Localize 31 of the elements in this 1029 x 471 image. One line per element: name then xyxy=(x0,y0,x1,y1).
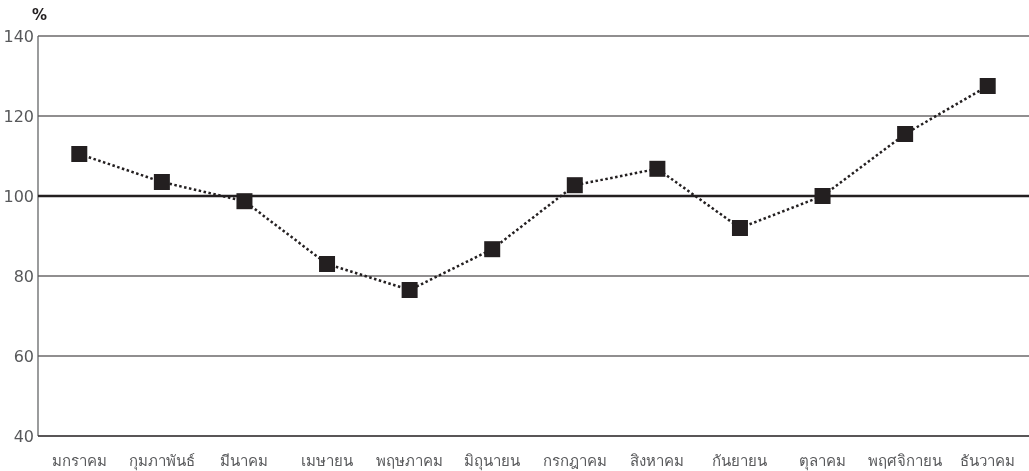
point xyxy=(731,220,748,236)
point xyxy=(484,241,501,258)
point xyxy=(153,174,170,190)
point xyxy=(401,282,418,298)
x-tick-label: ธันวาคม xyxy=(960,452,1016,470)
x-tick-label: กรกฎาคม xyxy=(542,452,607,470)
y-tick-label: 100 xyxy=(3,187,34,206)
point xyxy=(649,160,666,177)
point xyxy=(566,177,583,194)
y-tick-label: 60 xyxy=(13,347,34,366)
x-tick-label: ตุลาคม xyxy=(799,452,847,471)
y-axis-title: % xyxy=(32,6,48,24)
y-tick-label: 120 xyxy=(3,107,34,126)
point xyxy=(71,146,88,162)
x-tick-label: มกราคม xyxy=(51,452,107,470)
point xyxy=(319,256,336,272)
x-tick-label: สิงหาคม xyxy=(630,452,685,470)
point xyxy=(979,78,996,94)
point xyxy=(897,126,914,142)
x-tick-label: กุมภาพันธ์ xyxy=(128,452,195,471)
x-tick-label: มีนาคม xyxy=(220,452,269,470)
y-tick-label: 40 xyxy=(13,427,34,446)
x-tick-label: กันยายน xyxy=(712,452,768,470)
y-tick-label: 140 xyxy=(3,27,34,46)
x-tick-label: มิถุนายน xyxy=(464,452,521,471)
x-tick-label: พฤศจิกายน xyxy=(868,452,943,470)
point xyxy=(814,188,831,204)
x-tick-label: พฤษภาคม xyxy=(376,452,444,470)
y-tick-label: 80 xyxy=(13,267,34,286)
x-tick-label: เมษายน xyxy=(301,452,354,470)
point xyxy=(236,193,253,210)
